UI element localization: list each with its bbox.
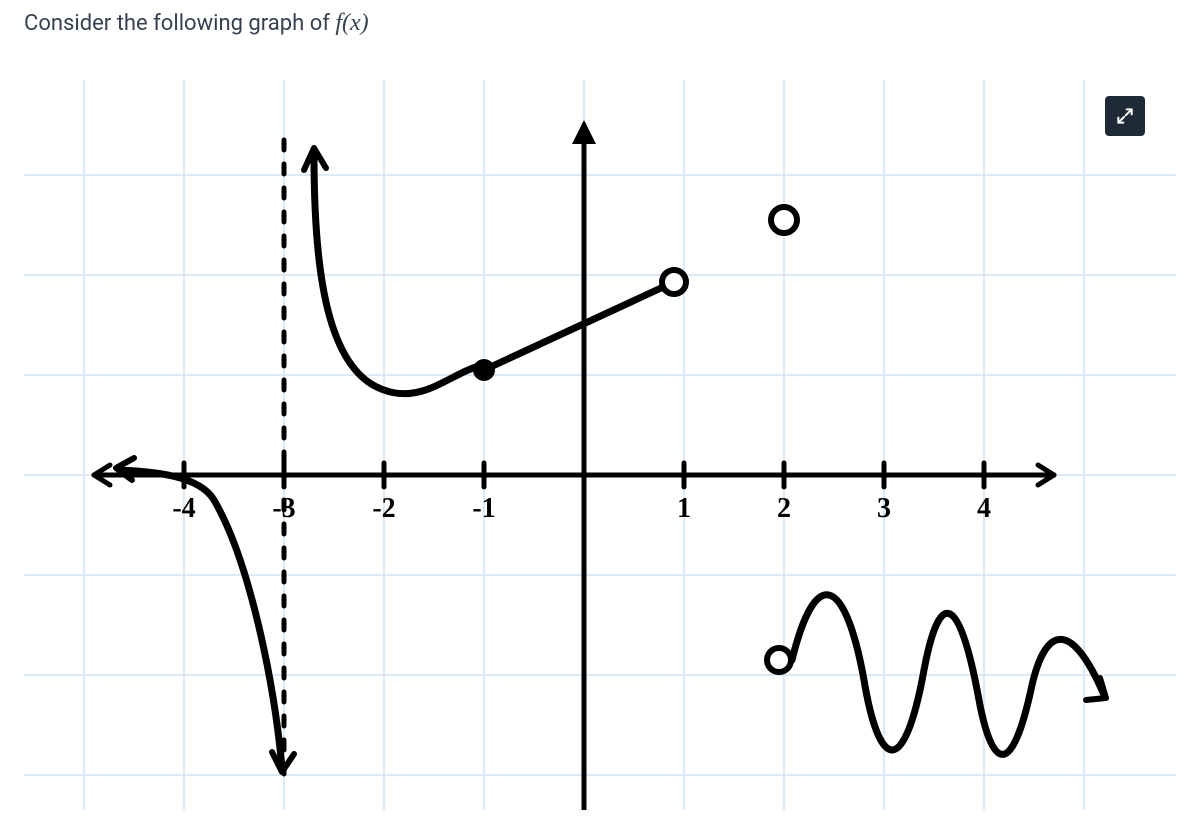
x-tick-label: 2 — [777, 493, 791, 524]
expand-button[interactable] — [1105, 96, 1145, 136]
graph-container: -4 -3 -2 -1 1 2 3 4 — [24, 80, 1176, 810]
x-axis — [94, 465, 1054, 485]
open-point-2-high — [771, 207, 797, 233]
question-prompt: Consider the following graph of f(x) — [0, 0, 1200, 41]
points — [473, 207, 797, 672]
x-tick-label: -3 — [272, 493, 295, 524]
line-segment-mid — [484, 282, 674, 370]
x-tick-label: 1 — [677, 493, 691, 524]
expand-icon — [1115, 106, 1135, 126]
open-point-2-low — [767, 648, 791, 672]
closed-point-neg1 — [473, 359, 495, 381]
x-tick-label: 4 — [977, 493, 991, 524]
prompt-text: Consider the following graph of — [24, 11, 335, 36]
grid — [24, 80, 1176, 810]
prompt-math: f(x) — [335, 10, 368, 36]
curves — [116, 148, 1106, 772]
x-tick-label: 3 — [877, 493, 891, 524]
open-point-1-2 — [662, 270, 686, 294]
curve-lower-left — [120, 470, 282, 768]
x-tick-label: -4 — [172, 493, 195, 524]
graph-svg: -4 -3 -2 -1 1 2 3 4 — [24, 80, 1176, 810]
x-tick-label: -1 — [472, 493, 495, 524]
x-tick-label: -2 — [372, 493, 395, 524]
y-axis — [572, 120, 596, 810]
